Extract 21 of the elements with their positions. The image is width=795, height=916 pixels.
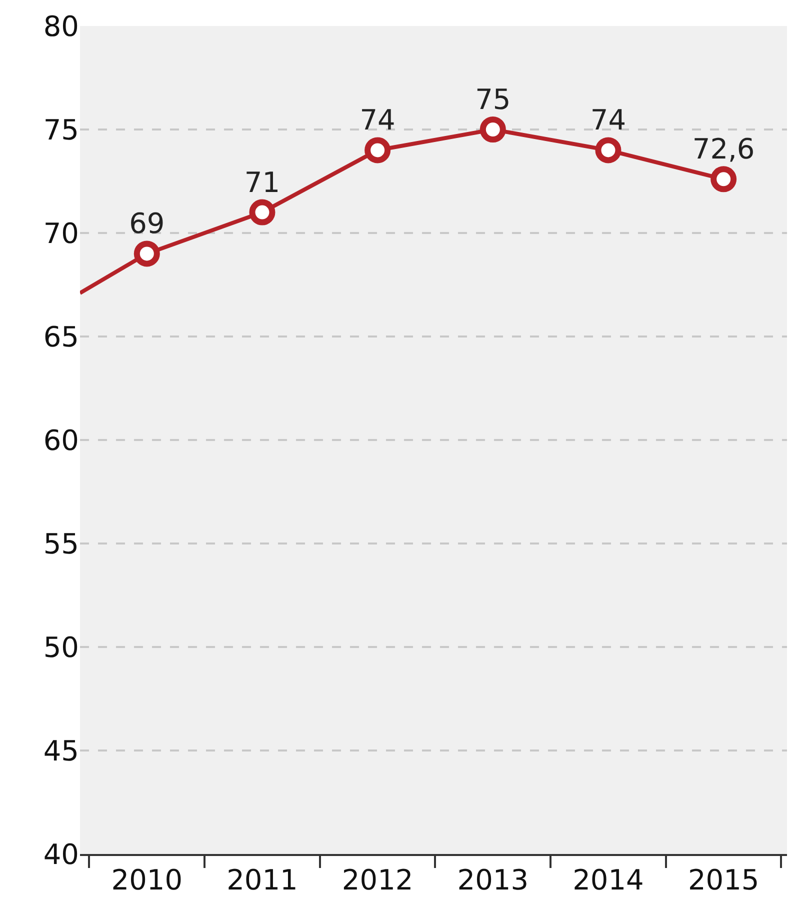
data-label: 74: [590, 104, 626, 137]
x-tick-label: 2013: [457, 864, 529, 897]
x-tick-label: 2015: [688, 864, 760, 897]
data-label: 75: [475, 83, 511, 116]
data-label: 74: [360, 104, 396, 137]
y-tick-label: 55: [43, 527, 79, 560]
data-label: 72,6: [692, 132, 755, 166]
x-tick-label: 2014: [572, 864, 644, 897]
y-tick-label: 80: [43, 10, 79, 43]
x-tick-label: 2011: [226, 864, 298, 897]
y-tick-label: 70: [43, 216, 79, 250]
y-tick-label: 45: [43, 734, 79, 768]
data-label: 71: [244, 166, 280, 199]
y-tick-label: 60: [43, 424, 79, 457]
x-tick-label: 2010: [111, 864, 183, 897]
y-tick-label: 50: [43, 630, 79, 664]
data-label: 69: [129, 207, 165, 240]
y-tick-label: 75: [43, 113, 79, 146]
x-tick-label: 2012: [342, 864, 414, 897]
y-tick-label: 65: [43, 320, 79, 354]
y-tick-label: 40: [43, 838, 79, 871]
